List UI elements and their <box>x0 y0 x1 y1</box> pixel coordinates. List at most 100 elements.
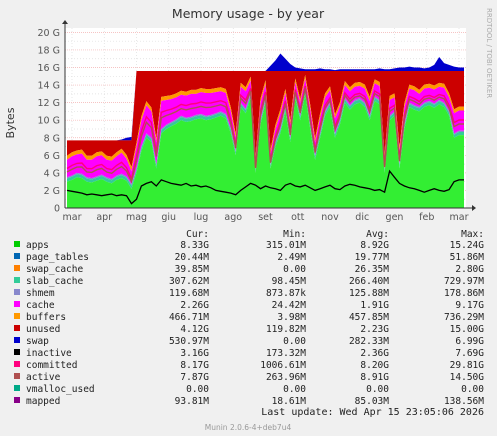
legend-value: 0.00 <box>186 384 209 395</box>
legend-value: 1006.61M <box>260 360 306 371</box>
legend-value: 8.20G <box>360 360 389 371</box>
y-tick-label: 0 <box>54 204 60 215</box>
legend-value: 736.29M <box>444 312 484 323</box>
legend-swatch-swap-cache <box>14 265 20 271</box>
legend-swatch-apps <box>14 241 20 247</box>
legend-value: 7.87G <box>180 372 209 383</box>
legend-swatch-slab-cache <box>14 277 20 283</box>
legend-name: mapped <box>26 396 60 407</box>
y-tick-label: 14 G <box>38 81 60 92</box>
x-tick-label: dic <box>355 212 369 223</box>
legend-value: 8.17G <box>180 360 209 371</box>
y-tick-label: 4 G <box>44 168 60 179</box>
legend-value: 138.56M <box>444 396 484 407</box>
x-tick-label: ago <box>224 212 242 223</box>
y-tick-label: 6 G <box>44 151 60 162</box>
legend-value: 3.98M <box>277 312 306 323</box>
legend-value: 119.68M <box>169 288 209 299</box>
legend-value: 0.00 <box>283 384 306 395</box>
legend-value: 15.00G <box>450 324 485 335</box>
legend-value: 0.00 <box>283 264 306 275</box>
area-series <box>66 53 464 208</box>
legend-swatch-buffers <box>14 313 20 319</box>
legend-value: 2.26G <box>180 300 209 311</box>
legend-value: 14.50G <box>450 372 485 383</box>
legend-swatch-inactive <box>14 349 20 355</box>
legend-name: vmalloc_used <box>26 384 95 395</box>
y-tick-label: 8 G <box>44 133 60 144</box>
legend-value: 9.17G <box>455 300 484 311</box>
series-cache-area <box>67 78 464 185</box>
legend-value: 2.36G <box>360 348 389 359</box>
legend-value: 6.99G <box>455 336 484 347</box>
legend-name: active <box>26 372 61 383</box>
munin-version-text: Munin 2.0.6-4+deb7u4 <box>205 423 292 432</box>
legend-value: 0.00 <box>366 384 389 395</box>
legend-header: Avg: <box>366 229 389 240</box>
legend-name: unused <box>26 324 60 335</box>
legend-value: 15.24G <box>450 240 485 251</box>
legend-value: 93.81M <box>175 396 210 407</box>
legend-value: 26.35M <box>355 264 390 275</box>
legend-swatch-swap <box>14 337 20 343</box>
y-tick-label: 12 G <box>38 98 60 109</box>
x-axis-arrow <box>472 205 476 211</box>
legend-swatch-vmalloc-used <box>14 385 20 391</box>
x-tick-label: mar <box>63 212 82 223</box>
legend-swatch-shmem <box>14 289 20 295</box>
legend-swatch-page-tables <box>14 253 20 259</box>
y-axis-label: Bytes <box>4 107 17 138</box>
legend-value: 0.00 <box>461 384 484 395</box>
y-tick-label: 20 G <box>38 28 60 39</box>
legend-value: 307.62M <box>169 276 209 287</box>
legend-value: 8.92G <box>360 240 389 251</box>
legend-value: 98.45M <box>272 276 307 287</box>
legend-header: Min: <box>283 229 306 240</box>
legend-value: 7.69G <box>455 348 484 359</box>
legend-name: committed <box>26 360 77 371</box>
x-tick-label: mag <box>126 212 147 223</box>
legend-value: 20.44M <box>175 252 210 263</box>
legend-swatch-cache <box>14 301 20 307</box>
legend-value: 282.33M <box>349 336 389 347</box>
x-tick-label: mar <box>450 212 469 223</box>
y-tick-label: 2 G <box>44 186 60 197</box>
legend-table: Cur: Min: Avg: Max: apps 8.33G 315.01M 8.92G 15.… <box>14 229 484 407</box>
legend-name: cache <box>26 300 55 311</box>
legend-value: 2.49M <box>277 252 306 263</box>
legend-value: 4.12G <box>180 324 209 335</box>
legend-value: 8.33G <box>180 240 209 251</box>
series-inactive-line <box>66 169 464 205</box>
legend-value: 530.97M <box>169 336 209 347</box>
y-tick-label: 18 G <box>38 45 60 56</box>
x-tick-label: feb <box>419 212 434 223</box>
legend-value: 3.16G <box>180 348 209 359</box>
legend-value: 51.86M <box>450 252 485 263</box>
y-axis-arrow <box>62 20 68 24</box>
legend-swatch-committed <box>14 361 20 367</box>
legend-value: 1.91G <box>360 300 389 311</box>
x-tick-label: ott <box>291 212 305 223</box>
legend-swatch-mapped <box>14 397 20 403</box>
legend-swatch-unused <box>14 325 20 331</box>
x-tick-label: lug <box>194 212 209 223</box>
legend-name: inactive <box>26 348 72 359</box>
legend-value: 18.61M <box>272 396 307 407</box>
legend-value: 125.88M <box>349 288 389 299</box>
rrdtool-side-label: RRDTOOL / TOBI OETIKER <box>485 8 493 98</box>
chart-title: Memory usage - by year <box>172 6 325 21</box>
legend-value: 873.87k <box>266 288 306 299</box>
x-tick-label: giu <box>161 212 176 223</box>
legend-header: Max: <box>461 229 484 240</box>
legend-value: 729.97M <box>444 276 484 287</box>
legend-value: 178.86M <box>444 288 484 299</box>
legend-value: 0.00 <box>283 336 306 347</box>
series-buffers-area <box>67 75 464 172</box>
legend-name: shmem <box>26 288 55 299</box>
legend-swatch-active <box>14 373 20 379</box>
legend-value: 266.40M <box>349 276 389 287</box>
x-tick-label: apr <box>96 212 112 223</box>
legend-value: 24.42M <box>272 300 307 311</box>
x-tick-label: gen <box>386 212 404 223</box>
